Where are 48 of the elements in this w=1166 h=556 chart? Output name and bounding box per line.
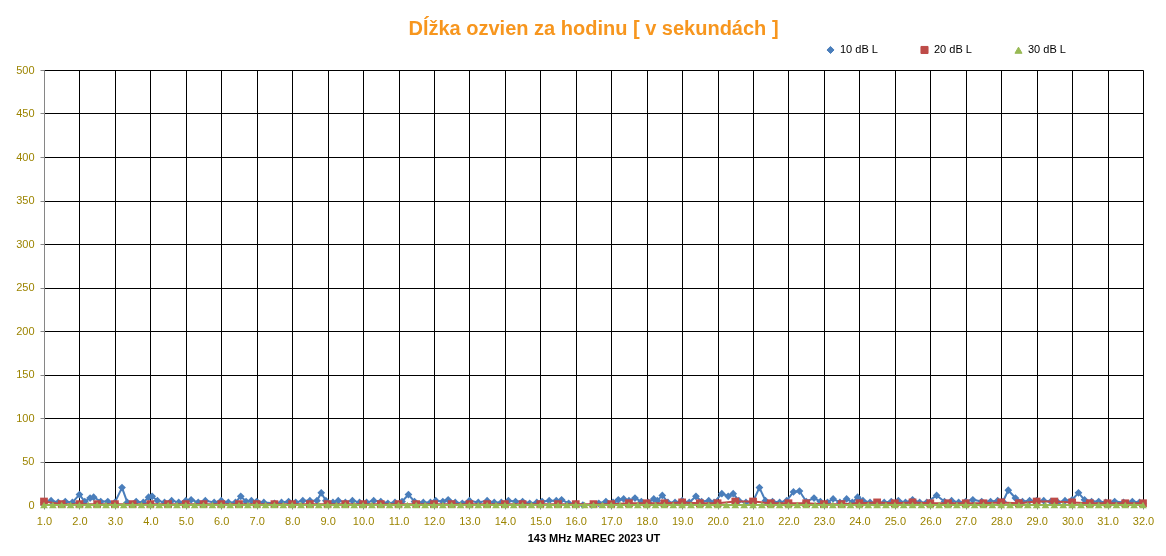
x-tick-label: 15.0 <box>530 514 552 527</box>
x-tick-label: 3.0 <box>107 514 124 527</box>
x-tick-label: 26.0 <box>920 514 942 527</box>
legend-label: 30 dB L <box>1028 43 1066 56</box>
x-tick-label: 24.0 <box>849 514 871 527</box>
y-tick-label: 0 <box>28 498 35 511</box>
x-tick-label: 14.0 <box>494 514 517 527</box>
legend-label: 10 dB L <box>840 42 878 55</box>
x-tick-label: 19.0 <box>671 514 694 527</box>
y-tick-label: 450 <box>16 107 35 119</box>
y-tick-label: 400 <box>16 150 35 163</box>
x-tick-label: 4.0 <box>143 514 159 527</box>
x-tick-label: 20.0 <box>707 514 729 527</box>
y-tick-label: 50 <box>22 455 35 467</box>
y-tick-label: 200 <box>16 324 35 337</box>
x-axis-title: 143 MHz MAREC 2023 UT <box>527 531 661 544</box>
x-tick-label: 22.0 <box>778 514 800 527</box>
y-tick-label: 300 <box>16 237 35 250</box>
x-tick-label: 18.0 <box>636 514 658 527</box>
x-tick-label: 7.0 <box>249 514 265 527</box>
x-tick-label: 29.0 <box>1026 514 1048 527</box>
x-tick-label: 21.0 <box>742 514 765 527</box>
x-tick-label: 1.0 <box>36 514 53 527</box>
y-tick-label: 500 <box>16 63 35 76</box>
x-tick-label: 6.0 <box>214 514 230 527</box>
x-tick-label: 5.0 <box>178 514 194 527</box>
y-tick-label: 250 <box>16 281 35 293</box>
x-tick-label: 13.0 <box>459 514 481 527</box>
x-tick-label: 31.0 <box>1097 514 1119 527</box>
x-tick-label: 32.0 <box>1132 514 1155 527</box>
x-tick-label: 9.0 <box>320 514 336 527</box>
x-tick-label: 10.0 <box>352 514 375 527</box>
x-tick-label: 30.0 <box>1061 514 1084 527</box>
x-tick-label: 12.0 <box>423 514 446 527</box>
y-tick-label: 100 <box>16 411 35 424</box>
legend-label: 20 dB L <box>934 42 972 55</box>
x-tick-label: 27.0 <box>955 514 977 527</box>
x-tick-label: 8.0 <box>285 514 301 527</box>
x-tick-label: 11.0 <box>388 514 410 527</box>
chart-title: Dĺžka ozvien za hodinu [ v sekundách ] <box>408 16 779 39</box>
x-tick-label: 28.0 <box>990 514 1013 527</box>
x-tick-label: 17.0 <box>601 514 623 527</box>
x-tick-label: 16.0 <box>565 514 587 527</box>
y-tick-label: 150 <box>16 368 35 380</box>
x-tick-label: 2.0 <box>72 514 88 527</box>
x-tick-label: 25.0 <box>884 514 907 527</box>
y-tick-label: 350 <box>16 194 35 206</box>
x-tick-label: 23.0 <box>813 514 836 527</box>
